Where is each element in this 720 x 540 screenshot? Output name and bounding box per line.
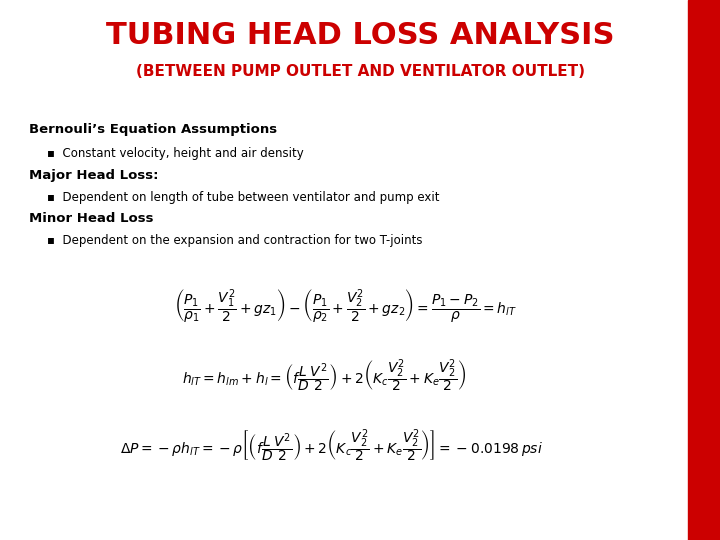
Text: $h_{lT} = h_{lm} + h_l = \left(f\dfrac{L}{D}\dfrac{V^2}{2}\right) + 2\left(K_c\d: $h_{lT} = h_{lm} + h_l = \left(f\dfrac{L… <box>182 357 466 394</box>
Text: ▪  Constant velocity, height and air density: ▪ Constant velocity, height and air dens… <box>47 147 304 160</box>
Text: ▪  Dependent on length of tube between ventilator and pump exit: ▪ Dependent on length of tube between ve… <box>47 191 439 204</box>
Text: Minor Head Loss: Minor Head Loss <box>29 212 153 225</box>
Text: $\left(\dfrac{P_1}{\rho_1} + \dfrac{V_1^2}{2} + gz_1\right) - \left(\dfrac{P_1}{: $\left(\dfrac{P_1}{\rho_1} + \dfrac{V_1^… <box>174 287 517 323</box>
Text: TUBING HEAD LOSS ANALYSIS: TUBING HEAD LOSS ANALYSIS <box>106 21 614 50</box>
Text: Bernouli’s Equation Assumptions: Bernouli’s Equation Assumptions <box>29 123 277 136</box>
Text: Major Head Loss:: Major Head Loss: <box>29 169 158 182</box>
Text: ▪  Dependent on the expansion and contraction for two T-joints: ▪ Dependent on the expansion and contrac… <box>47 234 423 247</box>
Text: (BETWEEN PUMP OUTLET AND VENTILATOR OUTLET): (BETWEEN PUMP OUTLET AND VENTILATOR OUTL… <box>135 64 585 79</box>
Text: $\Delta P = -\rho h_{lT} = -\rho\left[\left(f\dfrac{L}{D}\dfrac{V^2}{2}\right) +: $\Delta P = -\rho h_{lT} = -\rho\left[\l… <box>120 427 543 464</box>
